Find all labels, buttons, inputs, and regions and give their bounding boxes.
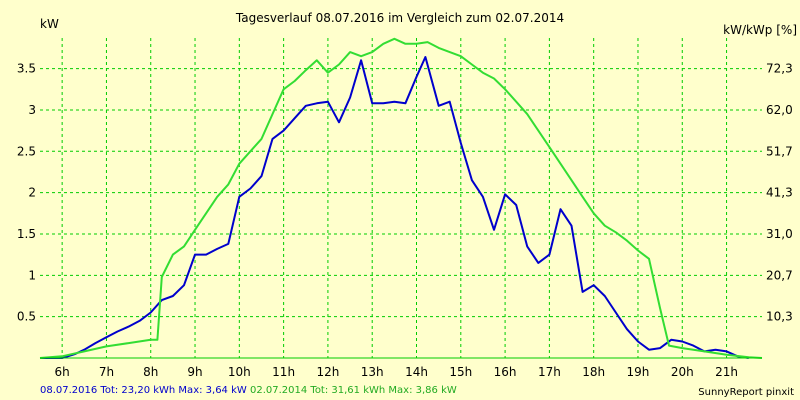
x-tick-label: 6h xyxy=(55,365,70,379)
y-tick-label: 0.5 xyxy=(17,310,36,324)
x-tick-label: 13h xyxy=(361,365,384,379)
stats-2014: 02.07.2014 Tot: 31,61 kWh Max: 3,86 kW xyxy=(250,385,457,396)
footer-stats: 08.07.2016 Tot: 23,20 kWh Max: 3,64 kW 0… xyxy=(40,385,457,396)
y-tick-label: 1 xyxy=(28,268,36,282)
x-tick-label: 11h xyxy=(272,365,295,379)
footer-credit: SunnyReport pinxit xyxy=(698,387,794,398)
y2-tick-label: 41,3 xyxy=(766,186,793,200)
x-tick-label: 7h xyxy=(99,365,114,379)
x-tick-label: 10h xyxy=(228,365,251,379)
y-axis-label: kW xyxy=(40,17,59,31)
x-tick-label: 15h xyxy=(449,365,472,379)
chart-title: Tagesverlauf 08.07.2016 im Vergleich zum… xyxy=(235,11,564,25)
x-tick-label: 21h xyxy=(715,365,738,379)
x-tick-labels: 6h 7h 8h 9h 10h 11h 12h 13h 14h 15h 16h 17h 18h 19h 20… xyxy=(55,365,738,379)
y2-tick-label: 31,0 xyxy=(766,227,793,241)
y2-tick-label: 62,0 xyxy=(766,103,793,117)
series-layer xyxy=(39,37,763,359)
series-line-2014 xyxy=(39,37,763,359)
stats-2016: 08.07.2016 Tot: 23,20 kWh Max: 3,64 kW xyxy=(40,385,247,396)
y2-tick-label: 20,7 xyxy=(766,268,793,282)
x-tick-label: 8h xyxy=(143,365,158,379)
x-tick-label: 16h xyxy=(494,365,517,379)
y2-tick-label: 51,7 xyxy=(766,144,793,158)
y-tick-label: 3 xyxy=(28,103,36,117)
y2-tick-labels: 10,3 20,7 31,0 41,3 51,7 62,0 72,3 xyxy=(766,62,793,324)
x-tick-label: 9h xyxy=(187,365,202,379)
x-tick-label: 20h xyxy=(671,365,694,379)
x-tick-label: 14h xyxy=(405,365,428,379)
y-tick-label: 2 xyxy=(28,186,36,200)
x-tick-label: 17h xyxy=(538,365,561,379)
y-tick-label: 2.5 xyxy=(17,144,36,158)
x-tick-label: 12h xyxy=(316,365,339,379)
x-tick-label: 19h xyxy=(627,365,650,379)
y-tick-labels: 0.5 1 1.5 2 2.5 3 3.5 xyxy=(17,62,36,324)
y2-axis-label: kW/kWp [%] xyxy=(723,23,797,37)
grid xyxy=(40,38,762,358)
y-tick-label: 3.5 xyxy=(17,62,36,76)
y2-tick-label: 10,3 xyxy=(766,310,793,324)
x-tick-label: 18h xyxy=(582,365,605,379)
y-tick-label: 1.5 xyxy=(17,227,36,241)
series-line-2016 xyxy=(40,56,749,359)
y2-tick-label: 72,3 xyxy=(766,62,793,76)
